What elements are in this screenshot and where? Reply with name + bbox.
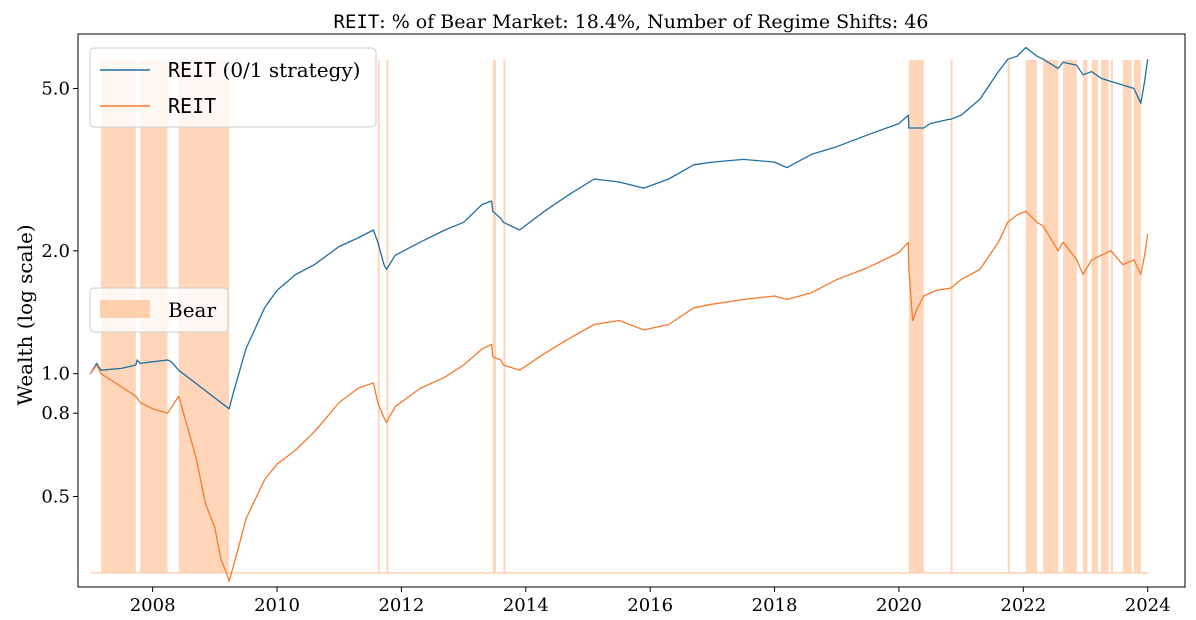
bear-regime-band [1043,60,1059,573]
y-tick-label: 5.0 [41,78,70,99]
bear-regime-band [950,60,953,573]
bear-regime-band [1134,60,1141,573]
x-tick-label: 2016 [627,595,673,616]
series-layer [89,46,1149,582]
bear-regime-band [1063,60,1077,573]
bear-regime-band [1101,60,1109,573]
bear-regime-band [386,60,389,573]
chart-title: REIT: % of Bear Market: 18.4%, Number of… [334,11,929,33]
x-tick-label: 2018 [752,595,798,616]
legend-main-box [89,47,377,128]
legend-main: REIT (0/1 strategy) REIT [89,47,377,128]
series-line-reit-strategy [89,46,1149,410]
bear-regime-band [1122,60,1132,573]
bear-regime-band [908,60,924,573]
legend-label-strategy: REIT (0/1 strategy) [168,58,360,82]
bear-regime-layer [90,60,1148,574]
x-tick-label: 2008 [130,595,176,616]
y-tick-label: 1.0 [41,364,70,385]
bear-regime-band [377,60,380,573]
series-line-reit [89,210,1149,582]
y-tick-label: 0.5 [41,486,70,507]
legend-bear: Bear [89,287,229,333]
x-tick-label: 2012 [378,595,424,616]
legend-label-reit: REIT [168,94,216,118]
bear-regime-band [1083,60,1088,573]
bear-regime-band [1091,60,1098,573]
x-tick-label: 2024 [1125,595,1171,616]
x-axis: 2008 2010 2012 2014 2016 2018 2020 2022 2024 [130,587,1171,616]
plot-frame [77,33,1186,588]
legend-bear-label: Bear [168,298,216,322]
bear-regime-band [1025,60,1037,573]
bear-regime-band [503,60,506,573]
x-tick-label: 2010 [254,595,300,616]
bear-regime-band [1007,60,1010,573]
legend-bear-box [89,287,229,333]
y-axis: 0.5 0.8 1.0 2.0 5.0 [41,78,78,507]
x-tick-label: 2020 [876,595,922,616]
x-tick-label: 2022 [1000,595,1046,616]
y-tick-label: 2.0 [41,241,70,262]
y-tick-label: 0.8 [41,403,70,424]
legend-bear-swatch [100,300,150,318]
y-axis-label: Wealth (log scale) [13,224,37,405]
bear-regime-band [492,60,496,573]
x-tick-label: 2014 [503,595,549,616]
bear-regime-band [1110,60,1113,573]
